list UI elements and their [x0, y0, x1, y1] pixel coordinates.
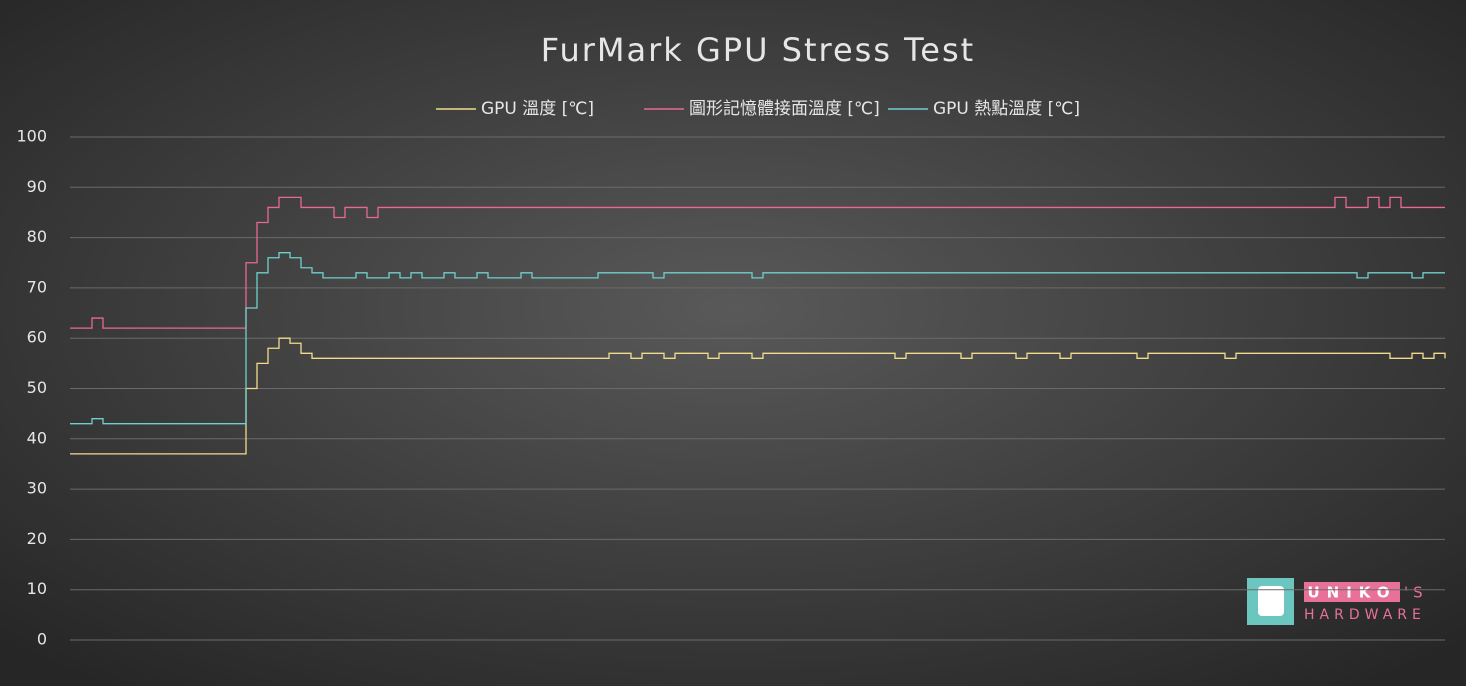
- logo-icon-face: [1258, 586, 1284, 616]
- y-tick-label: 100: [16, 127, 47, 146]
- series-line: [70, 196, 1445, 329]
- logo-suffix: 'S: [1404, 584, 1428, 602]
- y-tick-label: 10: [27, 579, 47, 598]
- y-tick-label: 30: [27, 479, 47, 498]
- y-tick-label: 0: [37, 630, 47, 649]
- logo: UNIKO 'S HARDWARE: [1247, 578, 1428, 625]
- y-tick-label: 20: [27, 529, 47, 548]
- chart-title: FurMark GPU Stress Test: [541, 31, 975, 69]
- logo-name: UNIKO: [1307, 584, 1396, 602]
- y-tick-label: 40: [27, 428, 47, 447]
- logo-box: [1304, 582, 1400, 602]
- logo-tagline: HARDWARE: [1304, 607, 1426, 623]
- series-line: [70, 337, 1446, 455]
- y-tick-label: 60: [27, 328, 47, 347]
- series-line: [70, 252, 1445, 425]
- y-tick-label: 80: [27, 227, 47, 246]
- legend-label: GPU 熱點溫度 [℃]: [933, 99, 1080, 119]
- y-tick-label: 70: [27, 277, 47, 296]
- legend-label: 圖形記憶體接面溫度 [℃]: [689, 99, 880, 119]
- y-tick-label: 50: [27, 378, 47, 397]
- legend-label: GPU 溫度 [℃]: [481, 99, 594, 119]
- y-tick-label: 90: [27, 177, 47, 196]
